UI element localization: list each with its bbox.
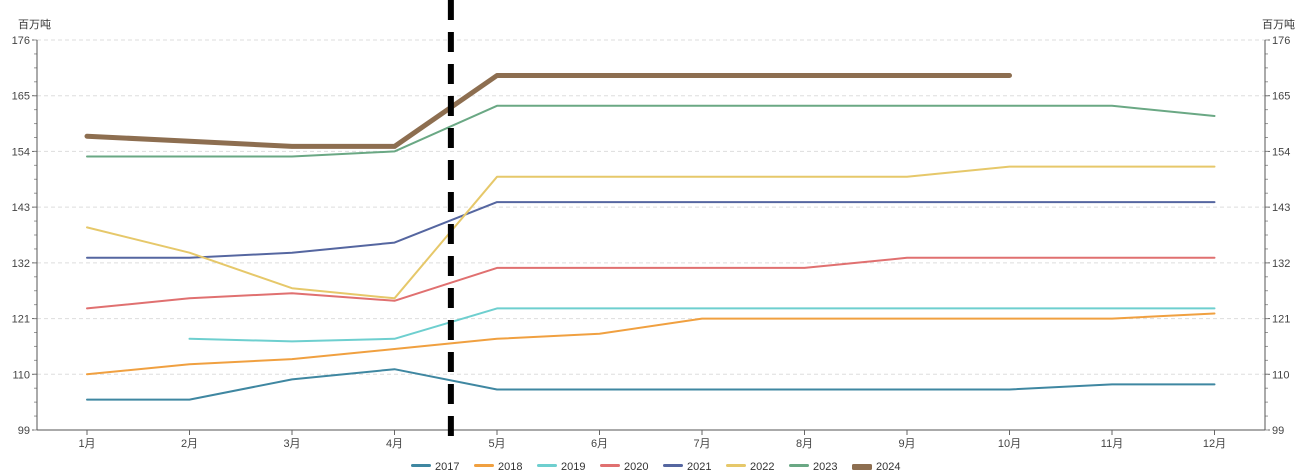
x-tick-label: 9月 bbox=[898, 438, 915, 450]
legend-swatch-2022 bbox=[726, 464, 746, 467]
y-tick-label-left: 143 bbox=[12, 202, 30, 214]
series-line-2022 bbox=[86, 165, 1216, 300]
legend: 2017 2018 2019 2020 2021 2022 2023 2024 bbox=[411, 461, 900, 473]
x-tick-label: 8月 bbox=[796, 438, 813, 450]
legend-swatch-2017 bbox=[411, 464, 431, 467]
legend-label-2021: 2021 bbox=[687, 461, 711, 473]
x-tick-label: 7月 bbox=[693, 438, 710, 450]
legend-label-2023: 2023 bbox=[813, 461, 837, 473]
legend-label-2022: 2022 bbox=[750, 461, 774, 473]
x-tick-label: 6月 bbox=[591, 438, 608, 450]
series-line-2019 bbox=[188, 307, 1216, 343]
series-line-2020 bbox=[86, 256, 1216, 310]
legend-label-2024: 2024 bbox=[876, 461, 900, 473]
x-tick-label: 1月 bbox=[78, 438, 95, 450]
series-line-2023 bbox=[86, 104, 1216, 158]
legend-swatch-2018 bbox=[474, 464, 494, 467]
y-tick-label-right: 143 bbox=[1272, 202, 1290, 214]
series-line-2018 bbox=[86, 312, 1216, 376]
legend-swatch-2020 bbox=[600, 464, 620, 467]
axes bbox=[32, 39, 1270, 435]
y-tick-label-right: 99 bbox=[1272, 425, 1284, 437]
x-tick-label: 5月 bbox=[488, 438, 505, 450]
y-tick-label-left: 165 bbox=[12, 91, 30, 103]
y-tick-label-right: 132 bbox=[1272, 258, 1290, 270]
x-tick-label: 2月 bbox=[181, 438, 198, 450]
y-tick-label-right: 110 bbox=[1272, 369, 1290, 381]
y-tick-label-right: 121 bbox=[1272, 314, 1290, 326]
legend-label-2017: 2017 bbox=[435, 461, 459, 473]
x-tick-label: 10月 bbox=[998, 438, 1021, 450]
gridlines bbox=[37, 39, 1265, 375]
y-tick-label-left: 132 bbox=[12, 258, 30, 270]
legend-label-2019: 2019 bbox=[561, 461, 585, 473]
series-line-2021 bbox=[86, 201, 1216, 259]
y-tick-label-left: 154 bbox=[12, 146, 30, 158]
series-line-2017 bbox=[86, 368, 1216, 401]
legend-swatch-2023 bbox=[789, 464, 809, 467]
y-tick-label-left: 110 bbox=[12, 369, 30, 381]
tick-labels: 99 99 110 110 121 121 132 132 143 143 154 154 165 165… bbox=[12, 35, 1291, 450]
legend-swatch-2019 bbox=[537, 464, 557, 467]
y-tick-label-right: 165 bbox=[1272, 91, 1290, 103]
x-tick-label: 3月 bbox=[283, 438, 300, 450]
x-tick-label: 4月 bbox=[386, 438, 403, 450]
legend-label-2020: 2020 bbox=[624, 461, 648, 473]
legend-swatch-2021 bbox=[663, 464, 683, 467]
y-axis-unit-left: 百万吨 bbox=[18, 19, 51, 31]
series-line-2024 bbox=[84, 73, 1012, 149]
y-tick-label-right: 176 bbox=[1272, 35, 1290, 47]
x-tick-label: 12月 bbox=[1203, 438, 1226, 450]
x-tick-label: 11月 bbox=[1101, 438, 1123, 450]
series-lines bbox=[84, 73, 1216, 401]
y-tick-label-left: 176 bbox=[12, 35, 30, 47]
y-tick-label-right: 154 bbox=[1272, 146, 1290, 158]
y-axis-unit-right: 百万吨 bbox=[1262, 19, 1295, 31]
y-tick-label-left: 121 bbox=[12, 314, 30, 326]
legend-label-2018: 2018 bbox=[498, 461, 522, 473]
legend-swatch-2024 bbox=[852, 464, 872, 470]
y-tick-label-left: 99 bbox=[18, 425, 30, 437]
